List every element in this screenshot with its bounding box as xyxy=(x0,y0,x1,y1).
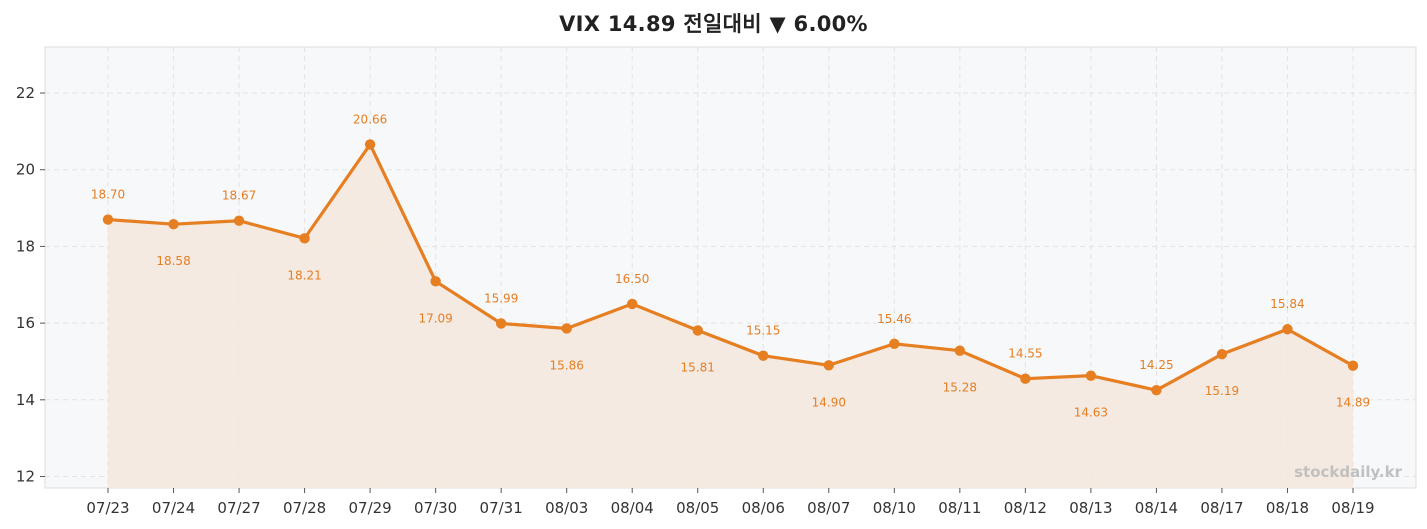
data-point xyxy=(495,318,507,329)
data-point xyxy=(954,345,966,356)
data-point xyxy=(1151,385,1162,396)
chart-title: VIX 14.89 전일대비 ▼ 6.00% xyxy=(559,12,868,36)
data-label: 18.70 xyxy=(91,188,125,202)
series-area xyxy=(108,144,1353,488)
x-tick-label: 08/05 xyxy=(676,499,719,517)
y-tick-label: 14 xyxy=(16,391,35,409)
data-label: 15.81 xyxy=(681,360,715,374)
data-point xyxy=(692,325,703,336)
x-tick-label: 08/11 xyxy=(938,499,981,517)
x-tick-label: 07/31 xyxy=(480,499,523,517)
data-label: 17.09 xyxy=(418,311,452,325)
x-tick-label: 08/03 xyxy=(545,499,588,517)
data-point xyxy=(889,338,900,350)
x-tick-label: 08/12 xyxy=(1004,499,1047,517)
data-label: 18.21 xyxy=(287,268,321,282)
x-tick-label: 08/19 xyxy=(1331,499,1374,517)
x-tick-label: 07/30 xyxy=(414,499,457,517)
data-label: 15.84 xyxy=(1270,297,1304,311)
x-tick-label: 07/23 xyxy=(86,499,129,517)
data-point xyxy=(1020,373,1031,384)
data-point xyxy=(758,350,769,361)
data-point xyxy=(1282,324,1293,335)
x-tick-label: 08/04 xyxy=(611,499,654,517)
watermark: stockdaily.kr xyxy=(1294,463,1402,481)
x-tick-label: 08/13 xyxy=(1069,499,1112,517)
x-tick-label: 07/24 xyxy=(152,499,195,517)
data-point xyxy=(233,215,245,226)
y-tick-label: 20 xyxy=(16,161,35,179)
data-label: 14.90 xyxy=(812,395,846,409)
x-tick-label: 07/27 xyxy=(217,499,260,517)
data-point xyxy=(168,218,179,230)
data-label: 14.63 xyxy=(1074,406,1108,420)
data-label: 14.89 xyxy=(1336,396,1370,410)
x-tick-label: 08/17 xyxy=(1200,499,1243,517)
data-label: 14.55 xyxy=(1008,347,1042,361)
data-label: 20.66 xyxy=(353,112,387,126)
series-line xyxy=(107,142,1354,392)
y-tick-label: 18 xyxy=(16,237,35,255)
data-point xyxy=(430,276,441,287)
x-tick-label: 08/14 xyxy=(1135,499,1178,517)
x-tick-label: 07/29 xyxy=(348,499,391,517)
data-point xyxy=(627,298,638,310)
data-label: 18.58 xyxy=(156,254,190,268)
data-point xyxy=(561,323,572,334)
data-point xyxy=(823,360,834,371)
data-label: 15.99 xyxy=(484,291,518,305)
x-tick-label: 07/28 xyxy=(283,499,326,517)
y-tick-label: 16 xyxy=(16,314,35,332)
data-label: 15.19 xyxy=(1205,384,1239,398)
x-tick-label: 08/06 xyxy=(742,499,785,517)
data-point xyxy=(1347,360,1359,371)
x-tick-label: 08/10 xyxy=(873,499,916,517)
data-point xyxy=(299,233,310,244)
data-point xyxy=(364,139,376,150)
data-label: 14.25 xyxy=(1139,358,1173,372)
x-tick-label: 08/07 xyxy=(807,499,850,517)
y-tick-label: 22 xyxy=(16,84,35,102)
data-point xyxy=(1216,348,1228,360)
data-label: 15.28 xyxy=(943,381,977,395)
data-label: 15.46 xyxy=(877,312,911,326)
data-point xyxy=(102,214,114,225)
data-label: 15.15 xyxy=(746,324,780,338)
data-point xyxy=(1085,370,1097,381)
data-label: 15.86 xyxy=(550,358,584,372)
data-label: 16.50 xyxy=(615,272,649,286)
data-label: 18.67 xyxy=(222,189,256,203)
y-tick-label: 12 xyxy=(16,467,35,485)
x-tick-label: 08/18 xyxy=(1266,499,1309,517)
